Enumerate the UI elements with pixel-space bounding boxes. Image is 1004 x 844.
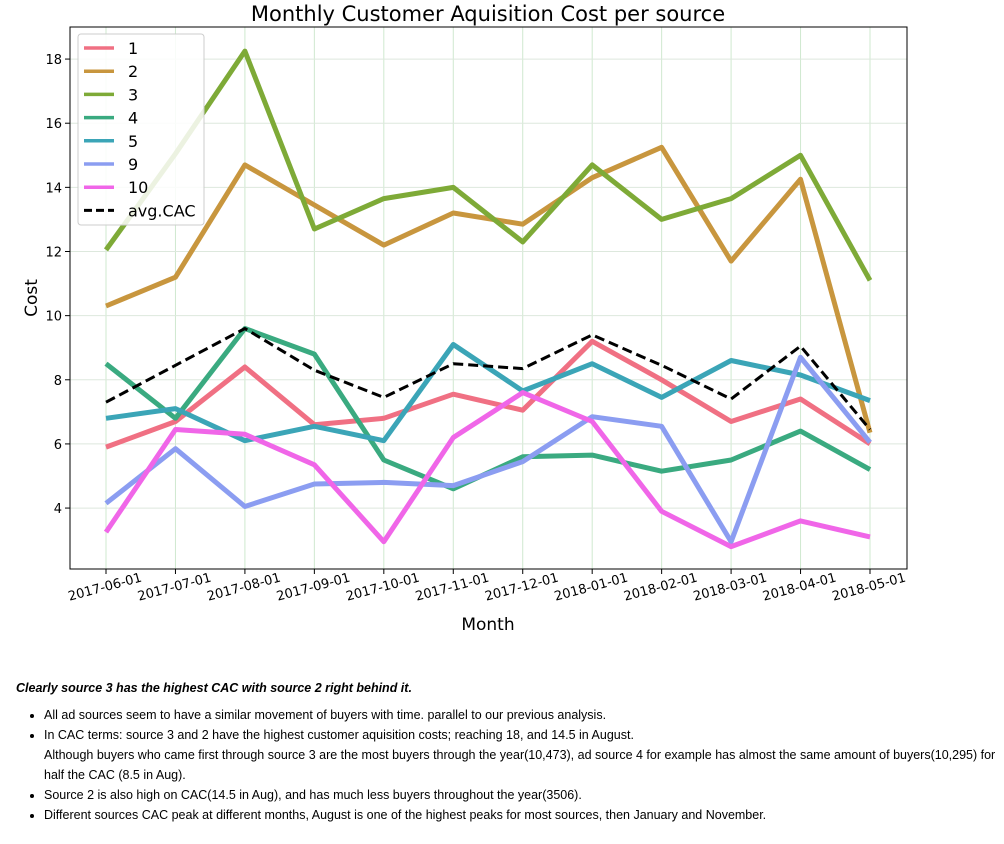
- chart-title: Monthly Customer Aquisition Cost per sou…: [251, 2, 725, 26]
- y-tick-label: 12: [45, 245, 62, 260]
- legend-label: 9: [128, 155, 138, 174]
- y-tick-label: 18: [45, 53, 62, 68]
- x-tick-label: 2018-05-01: [831, 571, 908, 605]
- note-item: Different sources CAC peak at different …: [44, 805, 996, 825]
- legend-label: 1: [128, 39, 138, 58]
- note-item: All ad sources seem to have a similar mo…: [44, 705, 996, 725]
- note-item-continuation: Although buyers who came first through s…: [44, 748, 996, 782]
- y-tick-label: 14: [45, 181, 62, 196]
- series-line-9: [104, 354, 872, 545]
- legend-label: 2: [128, 62, 138, 81]
- x-tick-label: 2017-10-01: [344, 571, 421, 605]
- plot-area-frame: [69, 26, 908, 570]
- y-tick-label: 16: [45, 117, 62, 132]
- x-tick-label: 2017-06-01: [67, 571, 144, 605]
- series-line-2: [105, 144, 873, 434]
- x-tick-label: 2017-09-01: [275, 571, 352, 605]
- note-item-text: In CAC terms: source 3 and 2 have the hi…: [44, 728, 634, 742]
- series-line-4: [104, 326, 872, 492]
- legend-label: 5: [128, 132, 138, 151]
- series-lines: [103, 48, 873, 550]
- x-tick-label: 2018-01-01: [553, 571, 630, 605]
- x-tick-label: 2017-12-01: [483, 571, 560, 605]
- series-line-10: [103, 390, 871, 550]
- series-line-1: [105, 338, 872, 450]
- notes-list: All ad sources seem to have a similar mo…: [16, 705, 996, 825]
- legend-label: avg.CAC: [128, 201, 196, 220]
- y-axis-label: Cost: [22, 279, 42, 317]
- x-axis-label: Month: [461, 615, 514, 635]
- cac-line-chart: Monthly Customer Aquisition Cost per sou…: [22, 2, 908, 635]
- series-line-3: [103, 48, 873, 282]
- legend-label: 10: [128, 178, 148, 197]
- x-axis: 2017-06-012017-07-012017-08-012017-09-01…: [67, 569, 908, 605]
- x-tick-label: 2018-04-01: [761, 571, 838, 605]
- x-tick-label: 2018-03-01: [692, 571, 769, 605]
- y-tick-label: 4: [54, 502, 62, 517]
- legend-box: [77, 33, 205, 226]
- series-line-avgcac: [105, 327, 872, 431]
- x-tick-label: 2017-08-01: [206, 571, 283, 605]
- legend-label: 3: [128, 85, 138, 104]
- y-axis: 4 6 8 10 12 14 16 18: [45, 53, 70, 517]
- note-item: Source 2 is also high on CAC(14.5 in Aug…: [44, 785, 996, 805]
- note-item: In CAC terms: source 3 and 2 have the hi…: [44, 725, 996, 785]
- notes-headline: Clearly source 3 has the highest CAC wit…: [16, 681, 412, 695]
- legend-label: 4: [128, 109, 138, 128]
- analysis-notes: Clearly source 3 has the highest CAC wit…: [16, 678, 996, 825]
- y-tick-label: 6: [54, 438, 62, 453]
- x-tick-label: 2018-02-01: [622, 571, 699, 605]
- legend: 1 2 3 4 5 9 10 avg.CAC: [77, 33, 205, 226]
- x-tick-label: 2017-07-01: [136, 571, 213, 605]
- y-tick-label: 8: [54, 374, 62, 389]
- y-tick-label: 10: [45, 310, 62, 325]
- x-tick-label: 2017-11-01: [414, 571, 491, 605]
